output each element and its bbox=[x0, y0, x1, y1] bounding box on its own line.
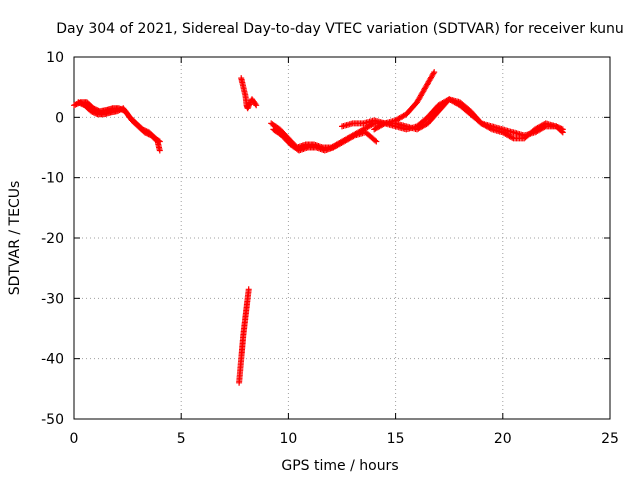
x-tick-label: 0 bbox=[70, 431, 79, 447]
data-point-marker bbox=[245, 286, 252, 293]
y-tick-label: -40 bbox=[41, 352, 64, 368]
x-tick-label: 20 bbox=[494, 431, 512, 447]
data-series bbox=[75, 99, 163, 145]
data-marks bbox=[71, 69, 566, 386]
data-series bbox=[270, 126, 380, 154]
x-axis-label: GPS time / hours bbox=[281, 458, 398, 474]
data-point-marker bbox=[431, 69, 438, 76]
data-point-marker bbox=[372, 137, 379, 144]
data-point-marker bbox=[559, 129, 566, 136]
data-series bbox=[238, 75, 260, 112]
data-point-marker bbox=[156, 138, 163, 145]
data-series bbox=[371, 96, 566, 142]
data-point-marker bbox=[155, 137, 162, 144]
data-point-marker bbox=[558, 128, 565, 135]
y-tick-label: -10 bbox=[41, 171, 64, 187]
y-tick-label: 10 bbox=[46, 50, 64, 66]
x-tick-label: 15 bbox=[387, 431, 405, 447]
x-tick-label: 5 bbox=[177, 431, 186, 447]
axis-ticks: 0 5 10 15 20 25 10 0 -10 -20 -30 -40 -50 bbox=[41, 50, 619, 447]
x-tick-label: 10 bbox=[279, 431, 297, 447]
data-point-marker bbox=[253, 102, 260, 109]
data-point-marker bbox=[509, 134, 516, 141]
y-tick-label: -30 bbox=[41, 291, 64, 307]
chart-title: Day 304 of 2021, Sidereal Day-to-day VTE… bbox=[56, 21, 624, 37]
grid-lines bbox=[74, 57, 610, 419]
x-tick-label: 25 bbox=[601, 431, 619, 447]
y-tick-label: -50 bbox=[41, 412, 64, 428]
y-tick-label: -20 bbox=[41, 231, 64, 247]
data-point-marker bbox=[156, 147, 163, 154]
y-tick-label: 0 bbox=[55, 110, 64, 126]
data-series bbox=[236, 286, 252, 386]
y-axis-label: SDTVAR / TECUs bbox=[7, 181, 23, 296]
data-point-marker bbox=[252, 101, 259, 108]
data-point-marker bbox=[373, 138, 380, 145]
